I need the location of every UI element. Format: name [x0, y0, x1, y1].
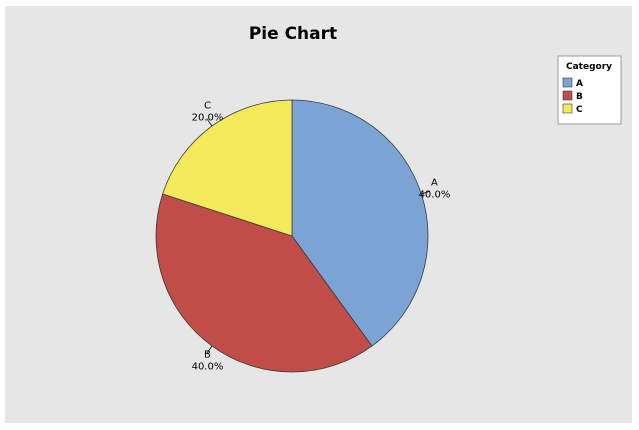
slice-percent-label: 40.0% [419, 189, 451, 200]
slice-category-label: A [431, 177, 438, 188]
pie-slices [155, 99, 429, 373]
legend-label-c: C [576, 105, 583, 115]
pie-slice-a [291, 99, 429, 347]
pie-chart: Pie Chart A40.0%B40.0%C20.0% Category AB… [155, 24, 622, 373]
leader-line-b [206, 345, 213, 354]
slice-labels: A40.0%B40.0%C20.0% [192, 100, 451, 372]
legend-items: ABC [562, 77, 583, 115]
legend-swatch-c [562, 103, 573, 114]
legend: Category ABC [557, 55, 622, 125]
chart-title: Pie Chart [249, 24, 337, 44]
slice-percent-label: 20.0% [192, 112, 224, 123]
leader-line-a [421, 190, 431, 195]
legend-swatch-a [562, 77, 573, 88]
legend-swatch-b [562, 90, 573, 101]
slice-percent-label: 40.0% [192, 362, 224, 373]
slice-category-label: C [204, 100, 211, 111]
leader-line-c [206, 118, 213, 127]
legend-label-b: B [576, 92, 583, 102]
legend-label-a: A [576, 79, 583, 89]
legend-title: Category [566, 62, 612, 72]
slice-category-label: B [204, 350, 211, 361]
